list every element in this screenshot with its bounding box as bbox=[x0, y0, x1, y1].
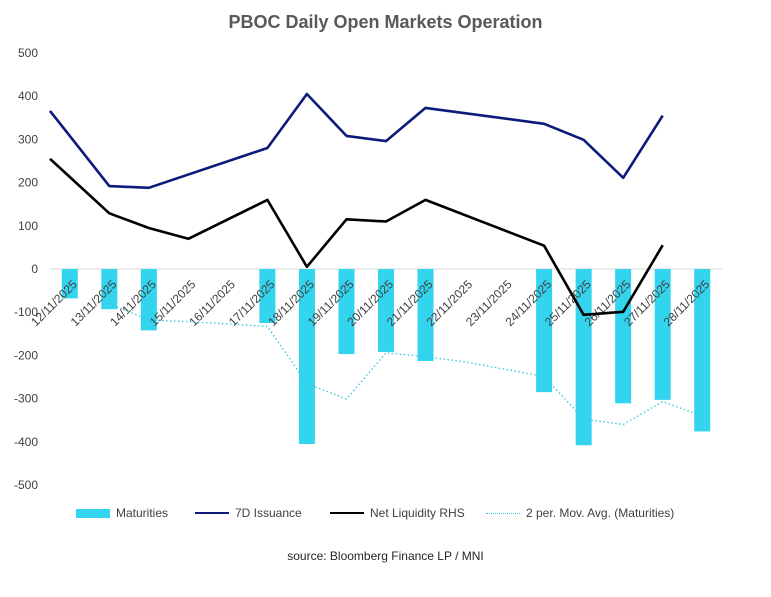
legend-item: Maturities bbox=[76, 506, 168, 520]
legend-label: Net Liquidity RHS bbox=[370, 506, 465, 520]
maturities-bar bbox=[417, 269, 434, 362]
y-tick-label: 400 bbox=[18, 89, 38, 103]
y-tick-label: -300 bbox=[14, 392, 38, 406]
maturities-bar bbox=[61, 269, 78, 299]
y-tick-label: -400 bbox=[14, 435, 38, 449]
maturities-bar bbox=[298, 269, 315, 444]
legend-item: Net Liquidity RHS bbox=[330, 506, 465, 520]
maturities-bar bbox=[575, 269, 592, 446]
source-note: source: Bloomberg Finance LP / MNI bbox=[287, 549, 484, 563]
legend-swatch bbox=[330, 512, 364, 514]
y-tick-label: 500 bbox=[18, 46, 38, 60]
net-liquidity-rhs-line bbox=[49, 157, 664, 317]
legend-swatch bbox=[486, 512, 520, 514]
legend-label: 2 per. Mov. Avg. (Maturities) bbox=[526, 506, 675, 520]
maturities-bar bbox=[338, 269, 355, 355]
legend: Maturities 7D Issuance Net Liquidity RHS 2 … bbox=[0, 506, 771, 524]
y-tick-label: -500 bbox=[14, 478, 38, 492]
y-tick-label: 200 bbox=[18, 176, 38, 190]
legend-item: 2 per. Mov. Avg. (Maturities) bbox=[486, 506, 674, 520]
7d-issuance-line bbox=[48, 92, 664, 190]
legend-swatch bbox=[76, 508, 110, 518]
maturities-bar bbox=[378, 269, 394, 352]
y-axis-labels: 500 400 300 200 100 0 -100 -200 -300 -400 -500 bbox=[14, 46, 38, 492]
chart-title: PBOC Daily Open Markets Operation bbox=[228, 12, 543, 32]
maturities-bar bbox=[694, 269, 711, 432]
y-tick-label: -200 bbox=[14, 348, 38, 362]
legend-item: 7D Issuance bbox=[195, 506, 302, 520]
y-tick-label: 300 bbox=[18, 132, 38, 146]
maturities-bar bbox=[536, 269, 553, 393]
2-per-mov-avg-maturities-line bbox=[109, 302, 703, 426]
legend-label: 7D Issuance bbox=[235, 506, 302, 520]
maturities-bar bbox=[259, 269, 276, 323]
x-axis-labels: 12/11/202513/11/202514/11/202515/11/2025… bbox=[28, 277, 712, 329]
maturities-bar bbox=[654, 269, 671, 400]
y-tick-label: 0 bbox=[31, 262, 38, 276]
y-tick-label: 100 bbox=[18, 219, 38, 233]
maturities-bars bbox=[61, 269, 711, 446]
legend-label: Maturities bbox=[116, 506, 169, 520]
maturities-bar bbox=[140, 269, 157, 331]
series-lines bbox=[48, 92, 703, 426]
maturities-bar bbox=[101, 269, 118, 310]
legend-swatch bbox=[195, 512, 229, 514]
y-tick-label: -100 bbox=[14, 305, 38, 319]
